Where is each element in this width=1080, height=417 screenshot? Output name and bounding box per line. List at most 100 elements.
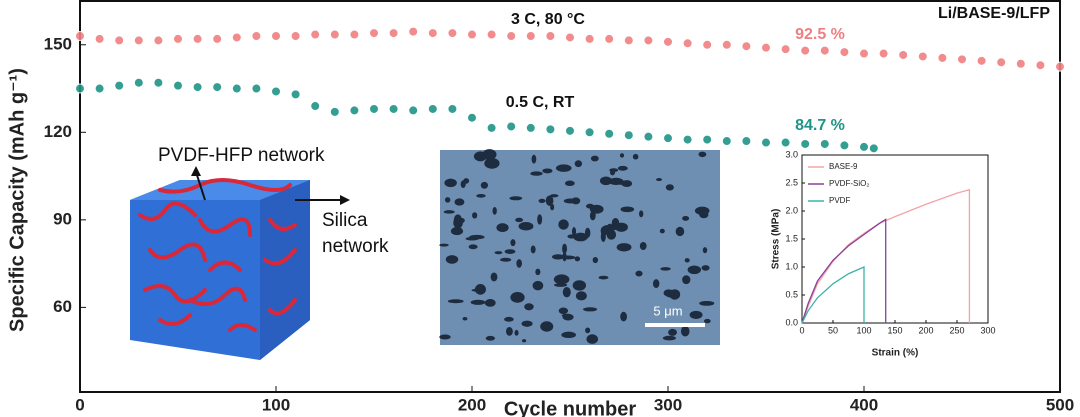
pore	[665, 184, 674, 191]
x-tick-label: 200	[458, 395, 486, 414]
pore	[447, 299, 464, 304]
pore	[535, 268, 541, 276]
data-point	[643, 35, 654, 46]
pore	[609, 226, 624, 230]
data-point	[369, 103, 379, 114]
pore	[662, 335, 676, 341]
pore	[514, 329, 519, 336]
data-point	[702, 134, 713, 145]
pore	[504, 249, 516, 254]
pore	[600, 231, 606, 242]
annotation: 92.5 %	[795, 26, 845, 43]
pore	[660, 267, 671, 271]
pore	[684, 258, 690, 263]
data-point	[447, 103, 458, 114]
data-point	[310, 29, 321, 40]
pore	[453, 214, 462, 226]
data-point	[467, 29, 477, 40]
y-tick-label: 90	[53, 209, 72, 228]
pore	[703, 318, 711, 324]
pore	[592, 256, 599, 264]
x-tick-label: 50	[828, 325, 838, 335]
pore	[538, 198, 546, 204]
data-point	[212, 33, 223, 44]
pore	[561, 313, 572, 318]
x-tick-label: 0	[799, 325, 804, 335]
data-point	[75, 83, 85, 94]
pore	[549, 194, 559, 198]
annotation: 3 C, 80 °C	[511, 11, 585, 28]
data-point	[761, 137, 771, 148]
data-point	[859, 48, 869, 59]
data-point	[761, 42, 771, 53]
y-axis-label: Specific Capacity (mAh g⁻¹)	[6, 68, 28, 332]
plot-frame	[79, 0, 1061, 393]
pore	[537, 214, 543, 225]
data-point	[741, 41, 752, 52]
data-point	[819, 45, 830, 56]
pore	[701, 265, 710, 271]
data-point	[545, 31, 556, 42]
data-point	[212, 82, 223, 93]
data-point	[153, 35, 164, 46]
data-point	[819, 138, 830, 149]
data-point	[996, 57, 1007, 68]
pore	[665, 289, 678, 298]
data-point	[663, 36, 673, 47]
pore	[562, 243, 568, 254]
pore	[450, 227, 464, 236]
data-point	[878, 48, 889, 59]
data-point	[94, 83, 105, 94]
pore	[567, 234, 576, 239]
pore	[589, 204, 604, 214]
y-tick-label: 120	[44, 122, 72, 141]
pore	[611, 218, 620, 229]
x-tick-label: 0	[75, 395, 84, 414]
pore	[659, 228, 665, 234]
data-point	[94, 33, 105, 44]
data-point	[1035, 60, 1046, 71]
pore	[635, 270, 643, 277]
pore	[698, 151, 707, 158]
data-point	[584, 33, 595, 44]
pore	[606, 229, 617, 240]
pore	[682, 275, 691, 285]
pore	[454, 198, 465, 206]
x-tick-label: 300	[654, 395, 682, 414]
pore	[573, 232, 588, 242]
pore	[682, 215, 690, 221]
data-point	[623, 35, 634, 46]
pore	[687, 265, 702, 275]
data-point	[721, 136, 732, 147]
data-point	[408, 26, 419, 37]
data-point	[800, 45, 811, 56]
pore	[563, 198, 578, 204]
data-point	[153, 77, 164, 88]
data-point	[427, 28, 438, 39]
pore	[571, 227, 577, 237]
data-point	[525, 122, 536, 133]
plot-frame	[801, 154, 989, 324]
pore	[652, 279, 660, 289]
data-point	[584, 127, 595, 138]
data-point	[663, 133, 673, 144]
pore	[574, 256, 581, 262]
data-point	[133, 77, 144, 88]
data-point	[604, 33, 615, 44]
pore	[542, 168, 553, 174]
legend-label: PVDF-SiO₂	[829, 179, 869, 188]
pore	[610, 169, 616, 176]
data-point	[192, 82, 203, 93]
silica-label-box: Silica network	[322, 210, 389, 257]
pore	[668, 328, 677, 336]
sem-image: 5 μm	[439, 149, 720, 345]
pore	[439, 334, 451, 340]
data-point	[565, 125, 575, 136]
data-point	[369, 28, 379, 39]
data-point	[231, 32, 242, 43]
data-point	[682, 38, 693, 49]
pore	[468, 244, 478, 250]
y-tick-label: 150	[44, 34, 72, 53]
